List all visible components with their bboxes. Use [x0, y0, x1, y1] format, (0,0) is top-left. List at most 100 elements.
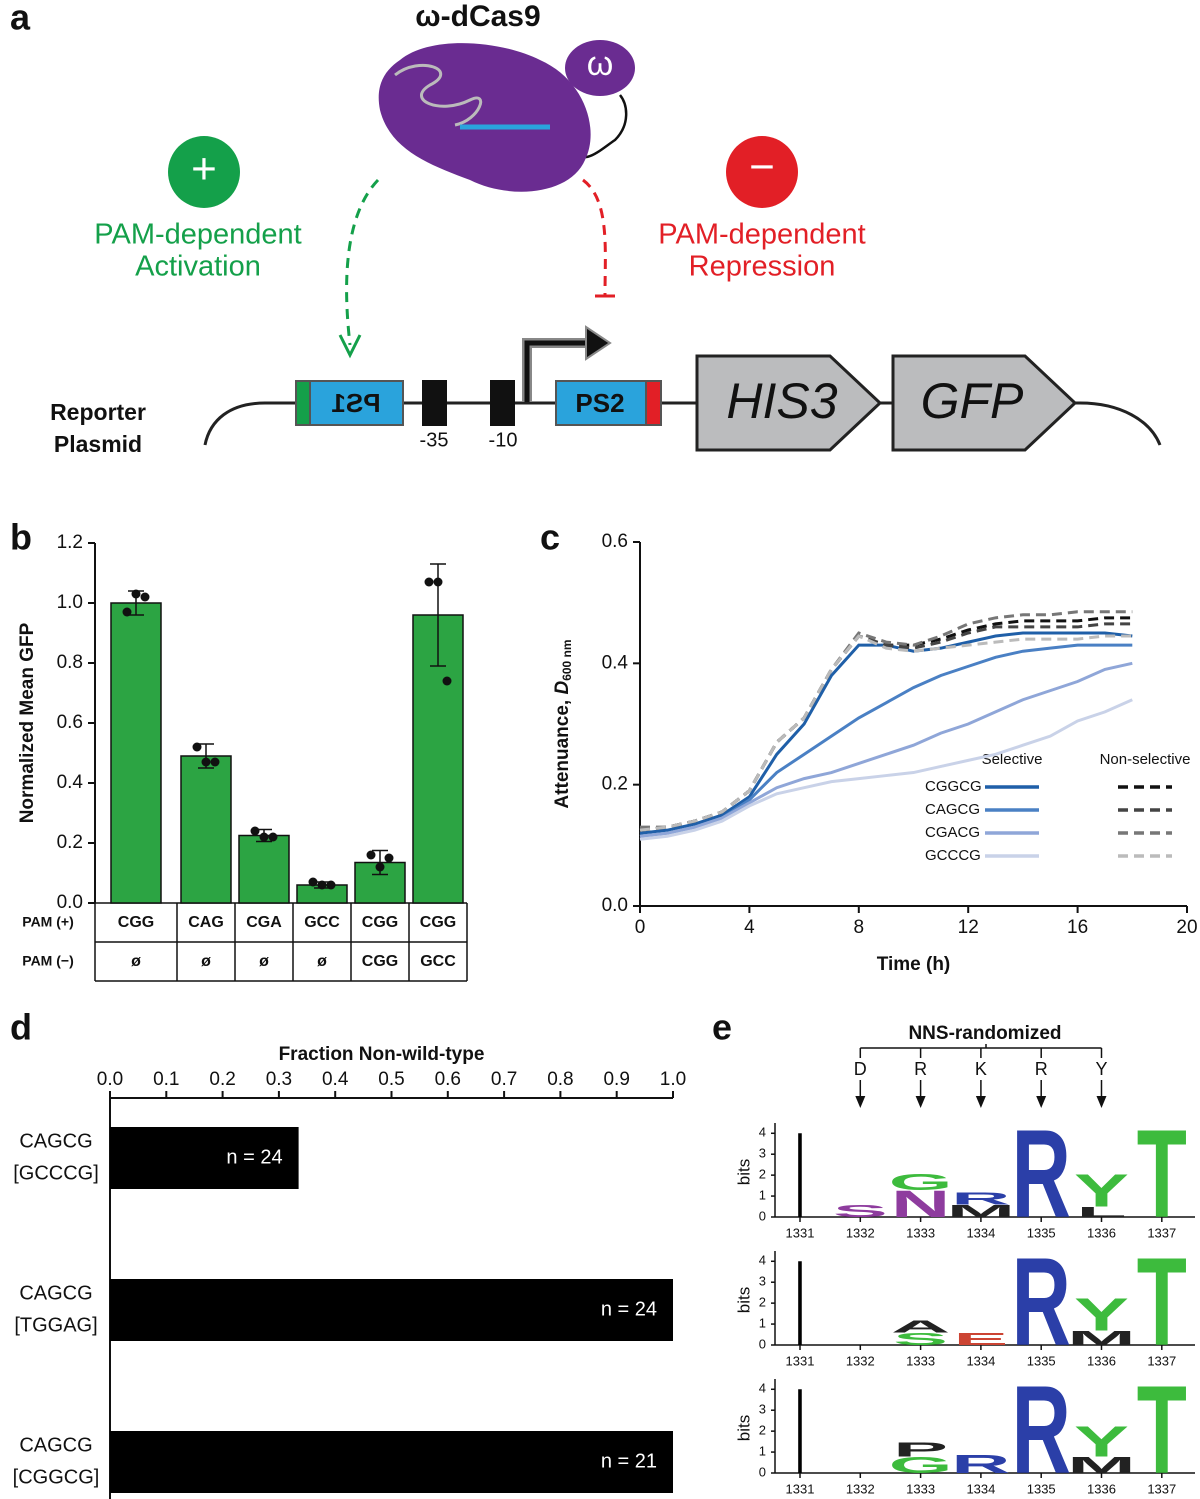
x-tick-label: 0.3 [266, 1069, 292, 1090]
data-point [250, 826, 260, 836]
legend-header: Non-selective [1100, 751, 1191, 768]
residue-label: Y [1095, 1059, 1107, 1079]
bar-annotation: n = 21 [601, 1450, 657, 1472]
minus-sign: − [749, 143, 775, 192]
x-tick-label: 0.5 [378, 1069, 404, 1090]
residue-label: R [914, 1059, 927, 1079]
bar [110, 1279, 673, 1341]
y-tick-label: 2 [759, 1423, 766, 1438]
pam-site [295, 380, 311, 426]
residue-label: D [854, 1059, 867, 1079]
y-tick-label: 0.6 [602, 531, 628, 552]
y-axis-label: bits [734, 1287, 753, 1313]
row-label: PAM (−) [22, 953, 73, 969]
data-point [122, 607, 132, 617]
cas9-body [378, 43, 591, 192]
y-tick-label: 3 [759, 1402, 766, 1417]
y-tick-label: 3 [759, 1146, 766, 1161]
logo-letter: T [1137, 1233, 1187, 1373]
y-tick-label: 1 [759, 1444, 766, 1459]
x-tick-label: 1334 [966, 1353, 995, 1368]
y-tick-label: 0 [759, 1464, 766, 1479]
promoter-arrow [524, 340, 590, 402]
x-tick-label: 8 [854, 917, 865, 938]
plasmid-label: Plasmid [54, 431, 142, 457]
x-tick-label: 1331 [786, 1225, 815, 1240]
y-tick-label: 0.2 [602, 774, 628, 795]
ps2-label: PS2 [575, 388, 624, 418]
logo-letter: M [947, 1201, 1015, 1221]
logo-letter: G [889, 1452, 953, 1478]
category-label: CGG [362, 953, 398, 970]
logo-letter: P [893, 1438, 948, 1461]
y-tick-label: 4 [759, 1253, 766, 1268]
y-axis-label: Normalized Mean GFP [17, 622, 38, 823]
data-point [131, 589, 141, 599]
category-label: ø [317, 953, 327, 970]
panel-label: b [10, 517, 32, 558]
logo-letter: M [1067, 1452, 1135, 1478]
y-tick-label: 0.4 [602, 652, 629, 673]
logo-letter: E [954, 1329, 1009, 1349]
x-tick-label: 1331 [786, 1481, 815, 1496]
arrowhead [975, 1096, 986, 1108]
logo-letter: R [1012, 1361, 1071, 1499]
x-tick-label: 1335 [1027, 1353, 1056, 1368]
residue-label: R [1035, 1059, 1048, 1079]
x-tick-label: 0.9 [603, 1069, 629, 1090]
diagram: ω-dCas9 ω + PAM-dependent Activation − P… [50, 0, 1162, 457]
minus10-box [490, 380, 515, 426]
logo-letter: A [891, 1317, 950, 1337]
data-point [268, 832, 278, 842]
x-tick-label: 1335 [1027, 1225, 1056, 1240]
y-tick-label: 3 [759, 1274, 766, 1289]
category-label: ø [131, 953, 141, 970]
y-tick-label: 0.8 [57, 652, 83, 673]
protein-title: ω-dCas9 [415, 0, 540, 33]
activation-icon [168, 136, 240, 208]
logo-letter: Y [1074, 1417, 1129, 1465]
data-point [210, 757, 220, 767]
category-label: CAGCG [19, 1282, 92, 1304]
category-label: GCC [420, 953, 456, 970]
x-tick-label: 1331 [786, 1353, 815, 1368]
data-point [308, 877, 318, 887]
x-tick-label: 0.1 [153, 1069, 179, 1090]
logo-letter: R [951, 1189, 1010, 1209]
data-point [201, 757, 211, 767]
logo-letter: T [1137, 1105, 1187, 1245]
gene-label: GFP [921, 373, 1024, 429]
y-axis-label-part: D [552, 681, 573, 695]
x-axis-label: Time (h) [877, 954, 951, 975]
x-tick-label: 12 [958, 917, 979, 938]
activation-label: PAM-dependent [94, 219, 301, 251]
bar [110, 1127, 299, 1189]
residue-label: K [975, 1059, 987, 1079]
bar-annotation: n = 24 [226, 1146, 282, 1168]
data-point [366, 850, 376, 860]
x-tick-label: 0.6 [435, 1069, 461, 1090]
bar [110, 1431, 673, 1493]
y-axis-label-part: Attenuance, [552, 695, 573, 809]
line [639, 622, 1133, 832]
logo-letter: T [1137, 1361, 1187, 1499]
ps2-box [555, 380, 647, 426]
repression-arrow [582, 178, 607, 296]
x-axis-title: Fraction Non-wild-type [279, 1044, 485, 1065]
category-label: ø [201, 953, 211, 970]
logo-letter: I [797, 1362, 804, 1499]
x-tick-label: 0.2 [209, 1069, 235, 1090]
logo-letter: S [833, 1201, 888, 1221]
arrowhead [915, 1096, 926, 1108]
panel-label: e [712, 1007, 732, 1048]
category-label: [GCCCG] [13, 1162, 99, 1184]
arrowhead [1096, 1096, 1107, 1108]
minus35-box [422, 380, 447, 426]
minus10-label: -10 [489, 429, 518, 451]
cas9-rna [394, 63, 483, 127]
x-tick-label: 1333 [906, 1225, 935, 1240]
category-label: CGG [362, 914, 398, 931]
category-label: CGA [246, 914, 282, 931]
logo-letter: Y [1074, 1165, 1129, 1217]
category-label: CAG [188, 914, 224, 931]
